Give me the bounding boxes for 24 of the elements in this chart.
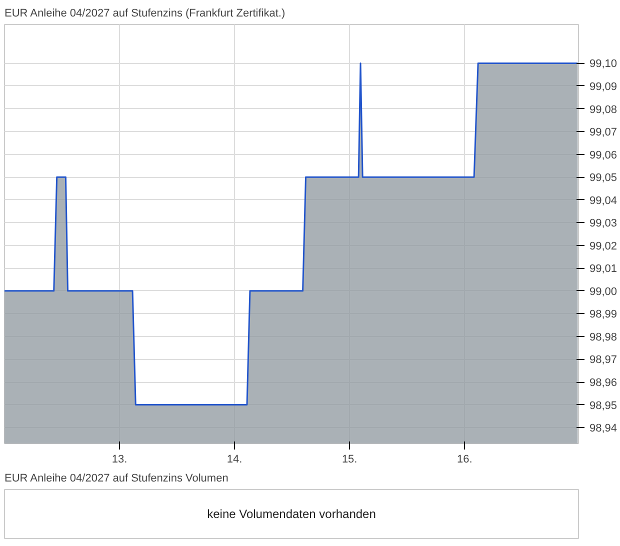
y-tick-label: 98,98 <box>590 331 618 344</box>
y-tick-label: 99,05 <box>590 172 618 184</box>
y-tick-label: 99,08 <box>590 104 618 116</box>
y-tick-label: 99,03 <box>590 218 618 230</box>
y-tick-label: 98,96 <box>590 377 618 390</box>
text: keine Volumendaten vorhanden <box>207 507 376 521</box>
x-tick-label: 14. <box>226 454 242 466</box>
y-tick-label: 99,10 <box>590 58 618 70</box>
y-tick-label: 99,06 <box>590 149 618 162</box>
y-tick-label: 98,94 <box>590 422 618 435</box>
chart-title: EUR Anleihe 04/2027 auf Stufenzins (Frankfurt Zertifikat.) <box>4 8 286 20</box>
x-tick-label: 15. <box>342 454 358 466</box>
y-tick-label: 99,01 <box>590 263 618 276</box>
text: EUR Anleihe 04/2027 auf Stufenzins Volumen <box>4 472 228 484</box>
y-tick-label: 98,99 <box>590 308 618 321</box>
y-tick-label: 99,02 <box>590 240 618 252</box>
y-tick-label: 98,97 <box>590 354 618 366</box>
y-tick-label: 99,04 <box>590 194 618 207</box>
y-tick-label: 99,09 <box>590 80 618 93</box>
y-tick-label: 99,07 <box>590 126 618 139</box>
y-tick-label: 98,95 <box>590 400 618 412</box>
y-tick-label: 99,00 <box>590 286 618 298</box>
x-tick-label: 16. <box>456 454 472 466</box>
x-tick-label: 13. <box>112 454 128 466</box>
